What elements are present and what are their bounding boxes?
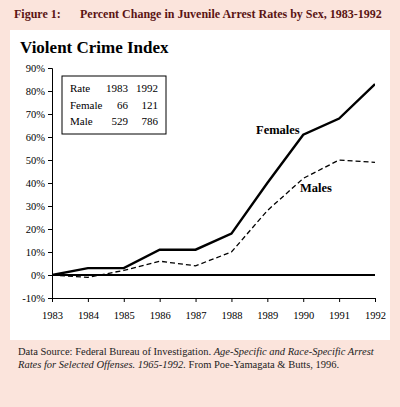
y-tick: 70% — [26, 109, 52, 120]
y-tick-mark — [48, 183, 52, 184]
y-tick: 90% — [26, 63, 52, 74]
y-tick-mark — [48, 298, 52, 299]
y-tick-label: 40% — [26, 178, 46, 189]
y-tick-label: 90% — [26, 63, 46, 74]
x-tick-mark — [160, 298, 161, 302]
x-tick-label: 1984 — [78, 310, 100, 321]
x-tick-mark — [124, 298, 125, 302]
y-tick: 40% — [26, 178, 52, 189]
page: {"chart_data": {"type": "line", "figure_… — [0, 0, 400, 407]
x-tick-mark — [52, 298, 53, 302]
y-tick: -10% — [22, 293, 52, 304]
x-tick-label: 1991 — [329, 310, 350, 321]
chart-panel — [10, 30, 390, 340]
y-tick-label: 80% — [26, 86, 46, 97]
x-tick-mark — [303, 298, 304, 302]
source-note: Data Source: Federal Bureau of Investiga… — [18, 346, 390, 371]
x-tick: 1991 — [329, 298, 350, 321]
x-tick-mark — [231, 298, 232, 302]
x-axis-line — [53, 299, 376, 303]
x-tick-label: 1987 — [186, 310, 207, 321]
x-tick: 1992 — [365, 298, 386, 321]
y-tick: 80% — [26, 86, 52, 97]
table-cell: Male — [70, 115, 93, 127]
y-tick-label: 50% — [26, 155, 46, 166]
y-tick-mark — [48, 206, 52, 207]
x-tick-mark — [339, 298, 340, 302]
x-tick: 1988 — [221, 298, 242, 321]
y-tick-label: -10% — [22, 293, 45, 304]
y-tick-label: 70% — [26, 109, 46, 120]
y-tick-label: 10% — [26, 247, 46, 258]
y-tick-label: 0% — [31, 270, 45, 281]
y-tick: 20% — [26, 224, 52, 235]
series-label: Females — [256, 123, 300, 137]
y-tick-mark — [48, 252, 52, 253]
source-prefix: Data Source: Federal Bureau of Investiga… — [18, 346, 211, 357]
x-tick-label: 1989 — [257, 310, 278, 321]
x-tick-mark — [375, 298, 376, 302]
table-cell: 786 — [142, 115, 159, 127]
y-tick-mark — [48, 275, 52, 276]
x-tick-mark — [88, 298, 89, 302]
x-tick: 1983 — [42, 298, 63, 321]
x-tick-label: 1985 — [114, 310, 135, 321]
y-tick: 0% — [31, 270, 52, 281]
x-tick-label: 1988 — [221, 310, 242, 321]
table-header: 1992 — [136, 82, 158, 94]
x-axis: 1983 1984 1985 1986 1987 1988 1989 1990 1991 1992 — [42, 298, 386, 321]
table-cell: 529 — [112, 115, 129, 127]
space — [211, 346, 214, 357]
chart-title: Violent Crime Index — [20, 38, 169, 57]
source-suffix: From Poe-Yamagata & Butts, 1996. — [189, 359, 340, 370]
figure-title: Percent Change in Juvenile Arrest Rates … — [80, 7, 382, 21]
x-tick-label: 1983 — [42, 310, 63, 321]
y-tick-mark — [48, 137, 52, 138]
x-tick: 1985 — [114, 298, 135, 321]
chart: Figure 1: Percent Change in Juvenile Arre… — [0, 0, 400, 407]
x-tick: 1989 — [257, 298, 278, 321]
table-header: 1983 — [106, 82, 129, 94]
x-tick-label: 1990 — [293, 310, 314, 321]
y-axis: -10% 0% 10% 20% 30% 40% 50% 60% 70% 80% 90% — [22, 63, 52, 304]
y-tick: 30% — [26, 201, 52, 212]
y-tick: 10% — [26, 247, 52, 258]
x-tick: 1990 — [293, 298, 314, 321]
y-tick-mark — [48, 114, 52, 115]
table-cell: 121 — [142, 99, 159, 111]
y-tick: 60% — [26, 132, 52, 143]
x-tick-label: 1992 — [365, 310, 386, 321]
y-tick-label: 30% — [26, 201, 46, 212]
space — [186, 359, 189, 370]
y-tick-label: 60% — [26, 132, 46, 143]
x-tick-label: 1986 — [150, 310, 171, 321]
x-tick-mark — [196, 298, 197, 302]
table-header: Rate — [70, 82, 90, 94]
x-tick-mark — [267, 298, 268, 302]
inset-table-box — [62, 76, 166, 134]
y-tick-mark — [48, 160, 52, 161]
figure-label: Figure 1: — [14, 7, 61, 21]
table-cell: 66 — [117, 99, 129, 111]
y-tick-mark — [48, 229, 52, 230]
y-tick-mark — [48, 68, 52, 69]
x-tick: 1984 — [78, 298, 100, 321]
y-tick: 50% — [26, 155, 52, 166]
x-tick: 1987 — [186, 298, 207, 321]
y-tick-mark — [48, 91, 52, 92]
figure: Figure 1: Percent Change in Juvenile Arre… — [0, 0, 400, 407]
y-tick-label: 20% — [26, 224, 46, 235]
series-line — [52, 160, 375, 277]
series-label: Males — [300, 181, 332, 195]
x-tick: 1986 — [150, 298, 171, 321]
y-axis-line — [48, 69, 53, 299]
table-cell: Female — [70, 99, 102, 111]
